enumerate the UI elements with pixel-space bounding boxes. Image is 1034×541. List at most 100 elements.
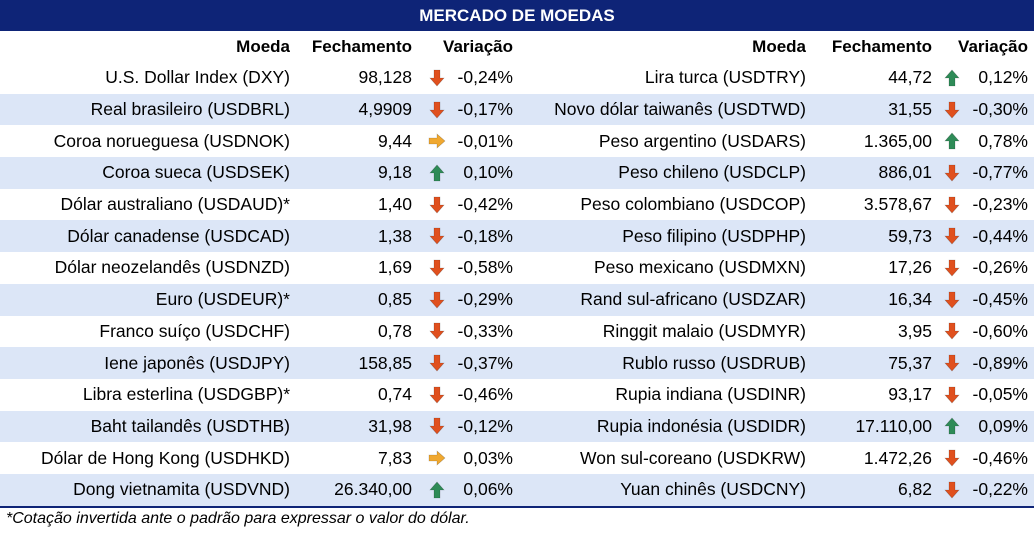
header-row-right: Moeda Fechamento Variação [519,31,1034,62]
currency-name: Franco suíço (USDCHF) [99,320,290,341]
closing-value: 26.340,00 [334,479,412,500]
change-cell: -0,60% [932,320,1034,342]
currency-name: Libra esterlina (USDGBP)* [82,384,290,405]
currency-name: Dólar canadense (USDCAD) [67,225,290,246]
table-bottom-line [0,505,1034,508]
arrow-down-icon [940,194,964,216]
arrow-down-icon [940,320,964,342]
currency-name: Dólar australiano (USDAUD)* [60,194,290,215]
currency-name: Dólar de Hong Kong (USDHKD) [41,447,290,468]
change-percent: -0,33% [457,320,513,341]
table-row: Coroa sueca (USDSEK) 9,18 0,10% [0,157,519,189]
change-cell: -0,01% [412,130,519,152]
table-row: Ringgit malaio (USDMYR) 3,95 -0,60% [519,316,1034,348]
arrow-down-icon [425,99,449,121]
header-row-left: Moeda Fechamento Variação [0,31,519,62]
currency-name: Rublo russo (USDRUB) [622,352,806,373]
table-row: Dólar de Hong Kong (USDHKD) 7,83 0,03% [0,442,519,474]
closing-value: 9,44 [377,130,412,151]
closing-value: 16,34 [888,289,932,310]
currency-name: Coroa sueca (USDSEK) [102,162,290,183]
closing-value: 3,95 [897,320,932,341]
arrow-down-icon [425,225,449,247]
change-cell: 0,03% [412,447,519,469]
arrow-down-icon [940,289,964,311]
table-row: Yuan chinês (USDCNY) 6,82 -0,22% [519,473,1034,506]
closing-value: 17.110,00 [855,415,932,436]
closing-value: 44,72 [888,67,932,88]
change-cell: -0,17% [412,99,519,121]
closing-value: 17,26 [888,257,932,278]
change-percent: -0,45% [972,289,1028,310]
change-percent: -0,89% [972,352,1028,373]
closing-value: 4,9909 [358,99,412,120]
closing-value: 98,128 [358,67,412,88]
table-row: Libra esterlina (USDGBP)* 0,74 -0,46% [0,379,519,411]
arrow-down-icon [425,257,449,279]
change-cell: 0,09% [932,415,1034,437]
header-change: Variação [443,36,513,56]
arrow-down-icon [940,447,964,469]
change-percent: -0,77% [972,162,1028,183]
closing-value: 9,18 [377,162,412,183]
closing-value: 0,78 [377,320,412,341]
change-percent: -0,26% [972,257,1028,278]
currency-name: Euro (USDEUR)* [155,289,290,310]
change-percent: 0,10% [463,162,513,183]
arrow-down-icon [425,352,449,374]
table-row: Iene japonês (USDJPY) 158,85 -0,37% [0,347,519,379]
closing-value: 1,40 [377,194,412,215]
change-percent: -0,17% [457,99,513,120]
arrow-down-icon [940,162,964,184]
currency-name: Dólar neozelandês (USDNZD) [54,257,290,278]
change-cell: -0,45% [932,289,1034,311]
closing-value: 0,74 [377,384,412,405]
change-cell: -0,46% [412,384,519,406]
table-row: Real brasileiro (USDBRL) 4,9909 -0,17% [0,93,519,126]
currency-name: Peso chileno (USDCLP) [618,162,806,183]
table-row: Novo dólar taiwanês (USDTWD) 31,55 -0,30% [519,93,1034,126]
change-cell: -0,29% [412,289,519,311]
arrow-down-icon [425,320,449,342]
table-grid: Moeda Fechamento Variação U.S. Dollar In… [0,31,1034,506]
change-cell: 0,12% [932,67,1034,89]
currency-name: Ringgit malaio (USDMYR) [602,320,806,341]
change-percent: 0,06% [463,479,513,500]
change-percent: -0,29% [457,289,513,310]
currency-name: Peso filipino (USDPHP) [622,225,806,246]
arrow-right-icon [425,130,449,152]
change-percent: -0,18% [457,225,513,246]
arrow-down-icon [425,289,449,311]
change-cell: -0,22% [932,479,1034,501]
table-row: Rupia indonésia (USDIDR) 17.110,00 0,09% [519,410,1034,443]
table-row: Rand sul-africano (USDZAR) 16,34 -0,45% [519,283,1034,316]
currency-name: Baht tailandês (USDTHB) [90,415,290,436]
closing-value: 31,55 [888,99,932,120]
left-column-group: Moeda Fechamento Variação U.S. Dollar In… [0,31,519,506]
currency-name: Iene japonês (USDJPY) [104,352,290,373]
arrow-down-icon [940,99,964,121]
change-cell: -0,77% [932,162,1034,184]
table-row: Peso mexicano (USDMXN) 17,26 -0,26% [519,252,1034,284]
change-cell: -0,89% [932,352,1034,374]
table-row: Won sul-coreano (USDKRW) 1.472,26 -0,46% [519,442,1034,474]
header-currency: Moeda [236,36,290,56]
change-percent: 0,12% [978,67,1028,88]
closing-value: 3.578,67 [863,194,932,215]
arrow-down-icon [940,352,964,374]
arrow-up-icon [425,479,449,501]
change-cell: -0,05% [932,384,1034,406]
change-cell: -0,58% [412,257,519,279]
change-cell: -0,18% [412,225,519,247]
table-row: Rupia indiana (USDINR) 93,17 -0,05% [519,379,1034,411]
closing-value: 1,38 [377,225,412,246]
closing-value: 75,37 [888,352,932,373]
change-cell: -0,24% [412,67,519,89]
currency-name: U.S. Dollar Index (DXY) [105,67,290,88]
closing-value: 1.365,00 [863,130,932,151]
currency-name: Lira turca (USDTRY) [644,67,806,88]
change-cell: -0,33% [412,320,519,342]
closing-value: 886,01 [878,162,932,183]
currency-market-table: MERCADO DE MOEDAS Moeda Fechamento Varia… [0,0,1034,527]
change-cell: -0,23% [932,194,1034,216]
